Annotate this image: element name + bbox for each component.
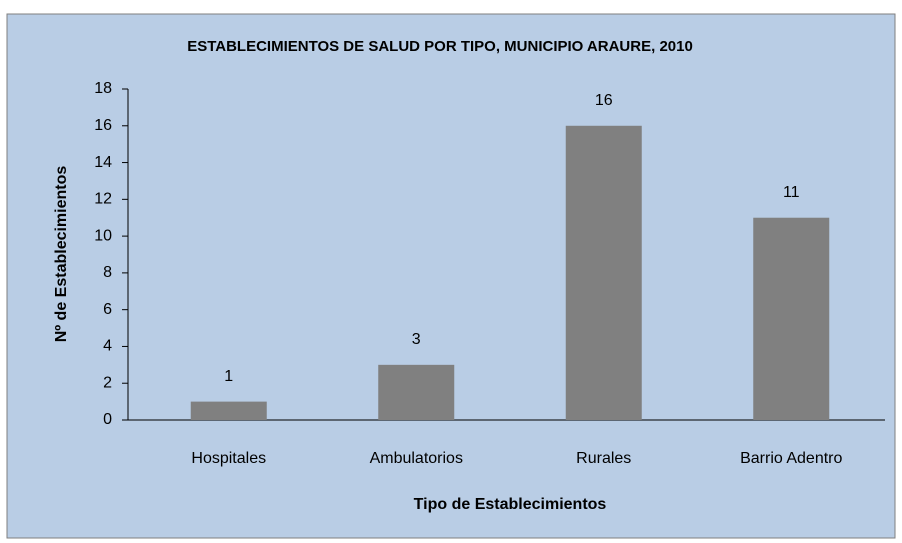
data-label: 3 [412,331,421,348]
chart-title: ESTABLECIMIENTOS DE SALUD POR TIPO, MUNI… [187,38,693,55]
bar [565,125,642,421]
y-tick-label: 16 [94,117,112,134]
y-tick-label: 18 [94,80,112,97]
x-tick-label: Rurales [576,450,631,467]
y-tick-label: 10 [94,227,112,244]
data-label: 1 [224,368,233,385]
x-tick-label: Barrio Adentro [740,450,842,467]
y-tick-label: 4 [103,338,112,355]
y-tick-label: 14 [94,154,112,171]
y-tick-label: 2 [103,374,112,391]
data-label: 11 [783,184,800,201]
y-tick-label: 8 [103,264,112,281]
y-tick-label: 12 [94,191,112,208]
bar [378,364,455,420]
y-tick-label: 0 [103,411,112,428]
x-tick-label: Ambulatorios [370,450,463,467]
bar [190,401,267,420]
y-axis-label: Nº de Establecimientos [53,166,70,343]
data-label: 16 [595,92,613,109]
chart-background [6,13,896,539]
y-tick-label: 6 [103,301,112,318]
x-axis-label: Tipo de Establecimientos [414,496,607,513]
x-tick-label: Hospitales [191,450,266,467]
bar [753,217,830,420]
